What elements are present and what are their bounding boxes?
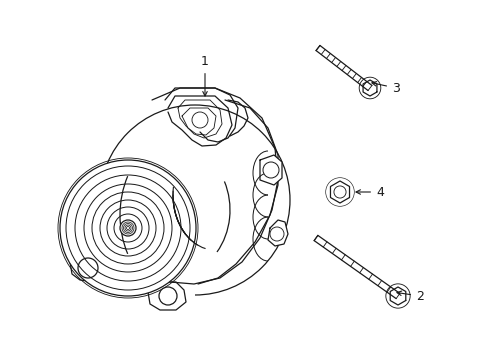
Circle shape xyxy=(263,162,279,178)
Circle shape xyxy=(192,112,207,128)
Circle shape xyxy=(159,287,177,305)
Polygon shape xyxy=(260,155,282,185)
Text: 1: 1 xyxy=(201,55,208,96)
Polygon shape xyxy=(70,252,106,282)
Circle shape xyxy=(78,258,98,278)
Polygon shape xyxy=(267,220,287,246)
Text: 4: 4 xyxy=(355,185,383,198)
Circle shape xyxy=(120,220,136,236)
Text: 2: 2 xyxy=(396,289,423,302)
Circle shape xyxy=(269,227,284,241)
Circle shape xyxy=(60,160,196,296)
Text: 3: 3 xyxy=(371,81,399,95)
Polygon shape xyxy=(148,282,185,310)
